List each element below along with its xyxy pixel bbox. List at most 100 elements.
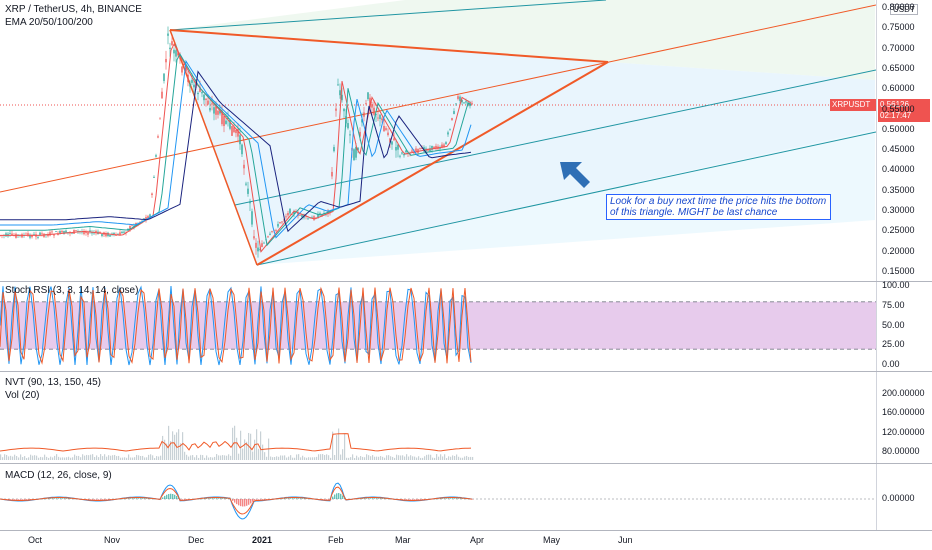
macd-histogram-bar bbox=[64, 498, 66, 499]
candle-body bbox=[223, 116, 225, 127]
candle-body bbox=[205, 98, 207, 100]
volume-bar bbox=[30, 454, 32, 460]
volume-bar bbox=[46, 456, 48, 460]
volume-bar bbox=[402, 455, 404, 460]
volume-bar bbox=[362, 456, 364, 460]
trade-note[interactable]: Look for a buy next time the price hits … bbox=[606, 194, 831, 220]
triangle-top-line bbox=[169, 29, 609, 63]
macd-histogram-bar bbox=[140, 498, 142, 499]
volume-bar bbox=[204, 457, 206, 460]
volume-bar bbox=[288, 456, 290, 460]
volume-bar bbox=[364, 457, 366, 460]
candle-body bbox=[191, 79, 193, 83]
macd-histogram-bar bbox=[448, 498, 450, 499]
volume-bar bbox=[220, 455, 222, 460]
macd-histogram-bar bbox=[416, 499, 418, 500]
volume-bar bbox=[422, 457, 424, 460]
vol-legend[interactable]: Vol (20) bbox=[5, 390, 40, 401]
candle-body bbox=[269, 233, 271, 235]
nvt-axis[interactable] bbox=[876, 372, 932, 463]
volume-bar bbox=[410, 455, 412, 460]
candle-body bbox=[355, 146, 357, 158]
stoch-axis[interactable] bbox=[876, 282, 932, 371]
volume-bar bbox=[216, 454, 218, 460]
pane-separator[interactable] bbox=[0, 281, 932, 282]
macd-histogram-bar bbox=[136, 498, 138, 499]
macd-histogram-bar bbox=[370, 498, 372, 499]
volume-bar bbox=[430, 454, 432, 460]
candle-body bbox=[419, 148, 421, 149]
candle-body bbox=[171, 41, 173, 46]
ema-legend[interactable]: EMA 20/50/100/200 bbox=[5, 17, 93, 28]
volume-bar bbox=[244, 439, 246, 460]
currency-badge[interactable]: USDT bbox=[890, 4, 918, 15]
volume-bar bbox=[62, 457, 64, 460]
price-chart bbox=[0, 0, 876, 266]
candle-body bbox=[451, 118, 453, 121]
candle-body bbox=[193, 84, 195, 88]
nvt-pane[interactable]: NVT (90, 13, 150, 45) Vol (20) bbox=[0, 372, 876, 463]
volume-bar bbox=[444, 454, 446, 460]
candle-body bbox=[27, 233, 29, 236]
candle-body bbox=[471, 103, 473, 105]
macd-histogram-bar bbox=[246, 499, 248, 506]
macd-histogram-bar bbox=[130, 498, 132, 499]
volume-bar bbox=[196, 455, 198, 460]
stoch-legend[interactable]: Stoch RSI (3, 3, 14, 14, close) bbox=[5, 285, 139, 296]
nvt-legend[interactable]: NVT (90, 13, 150, 45) bbox=[5, 377, 101, 388]
macd-legend[interactable]: MACD (12, 26, close, 9) bbox=[5, 470, 112, 481]
candle-body bbox=[285, 216, 287, 218]
volume-bar bbox=[414, 456, 416, 460]
volume-bar bbox=[396, 454, 398, 460]
macd-histogram-bar bbox=[110, 499, 112, 500]
price-axis[interactable] bbox=[876, 0, 932, 281]
macd-histogram-bar bbox=[242, 499, 244, 507]
volume-bar bbox=[416, 457, 418, 460]
volume-bar bbox=[356, 455, 358, 460]
macd-histogram-bar bbox=[138, 498, 140, 499]
candle-body bbox=[289, 208, 291, 214]
pane-separator[interactable] bbox=[0, 371, 932, 372]
volume-bar bbox=[376, 456, 378, 460]
volume-bar bbox=[394, 457, 396, 460]
candle-body bbox=[209, 108, 211, 111]
candle-body bbox=[447, 132, 449, 135]
macd-axis[interactable] bbox=[876, 464, 932, 530]
macd-histogram-bar bbox=[224, 498, 226, 499]
candle-body bbox=[239, 135, 241, 145]
candle-body bbox=[363, 112, 365, 117]
price-pane[interactable]: XRP / TetherUS, 4h, BINANCE EMA 20/50/10… bbox=[0, 0, 876, 281]
volume-bar bbox=[208, 457, 210, 460]
time-axis[interactable]: Oct Nov Dec 2021 Feb Mar Apr May Jun bbox=[0, 531, 932, 550]
volume-bar bbox=[192, 455, 194, 460]
macd-pane[interactable]: MACD (12, 26, close, 9) bbox=[0, 464, 876, 530]
volume-bar bbox=[306, 457, 308, 460]
candle-body bbox=[383, 125, 385, 132]
volume-bar bbox=[280, 455, 282, 460]
volume-bar bbox=[308, 457, 310, 460]
volume-bar bbox=[86, 454, 88, 460]
macd-histogram-bar bbox=[412, 499, 414, 500]
volume-bar bbox=[114, 454, 116, 460]
pane-separator[interactable] bbox=[0, 463, 932, 464]
nvt-tick-label: 80.00000 bbox=[882, 446, 920, 456]
volume-bar bbox=[382, 456, 384, 460]
macd-histogram-bar bbox=[404, 499, 406, 500]
macd-histogram-bar bbox=[56, 498, 58, 499]
volume-bar bbox=[34, 455, 36, 460]
candle-body bbox=[321, 213, 323, 217]
time-tick-label: Apr bbox=[470, 535, 485, 545]
volume-bar bbox=[224, 455, 226, 460]
volume-bar bbox=[352, 454, 354, 460]
candle-body bbox=[249, 201, 251, 204]
volume-bar bbox=[14, 454, 16, 460]
macd-histogram-bar bbox=[250, 499, 252, 504]
macd-histogram-bar bbox=[464, 498, 466, 500]
macd-histogram-bar bbox=[458, 498, 460, 499]
candle-body bbox=[91, 232, 93, 234]
volume-bar bbox=[0, 454, 2, 460]
macd-histogram-bar bbox=[216, 498, 218, 499]
volume-bar bbox=[50, 456, 52, 460]
stoch-pane[interactable]: Stoch RSI (3, 3, 14, 14, close) bbox=[0, 282, 876, 371]
macd-histogram-bar bbox=[296, 498, 298, 499]
